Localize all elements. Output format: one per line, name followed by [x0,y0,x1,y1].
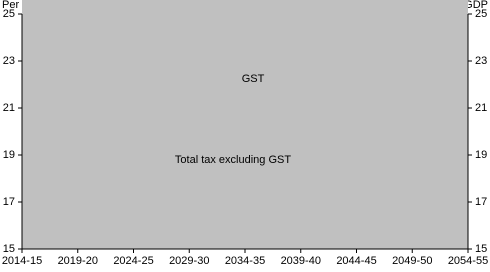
series-label: GST [242,73,265,85]
x-tick-label: 2054-55 [448,255,488,267]
y2-tick-label: 25 [475,8,487,20]
series-label: Total tax excluding GST [175,154,291,166]
x-tick-label: 2029-30 [169,255,209,267]
x-tick-label: 2044-45 [336,255,376,267]
y2-tick-label: 23 [475,55,487,67]
y2-tick-label: 21 [475,102,487,114]
y2-tick-label: 15 [475,243,487,255]
x-tick-label: 2049-50 [392,255,432,267]
x-tick-label: 2034-35 [225,255,265,267]
y2-tick-label: 19 [475,149,487,161]
x-tick-label: 2039-40 [281,255,321,267]
y-tick-label: 19 [3,149,15,161]
x-tick-label: 2019-20 [58,255,98,267]
y-tick-label: 21 [3,102,15,114]
area [22,0,468,249]
x-tick-label: 2024-25 [113,255,153,267]
y2-tick-label: 17 [475,196,487,208]
y-tick-label: 23 [3,55,15,67]
y-tick-label: 25 [3,8,15,20]
y-tick-label: 15 [3,243,15,255]
y-tick-label: 17 [3,196,15,208]
x-tick-label: 2014-15 [2,255,42,267]
